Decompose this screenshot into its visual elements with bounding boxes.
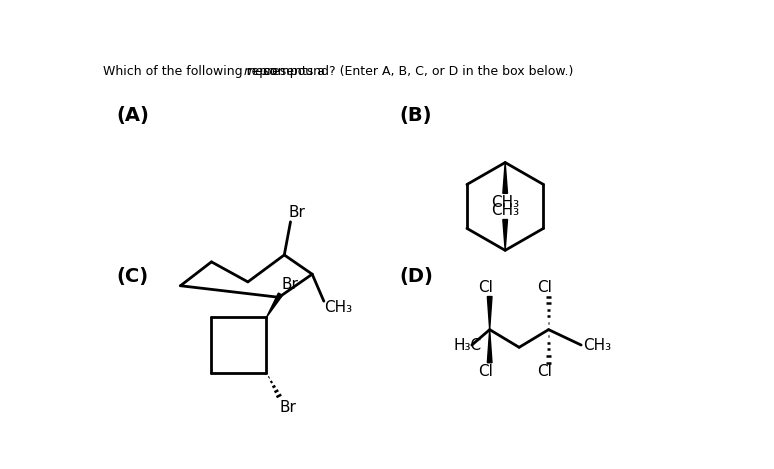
Polygon shape	[488, 330, 492, 363]
Text: Br: Br	[279, 400, 296, 415]
Text: (D): (D)	[399, 267, 433, 286]
Text: H₃C: H₃C	[454, 338, 481, 353]
Text: Cl: Cl	[478, 364, 493, 379]
Text: Cl: Cl	[537, 364, 552, 379]
Text: Br: Br	[281, 277, 298, 292]
Text: Which of the following represents a: Which of the following represents a	[103, 65, 329, 78]
Polygon shape	[266, 293, 283, 318]
Text: CH₃: CH₃	[491, 203, 519, 218]
Text: meso: meso	[244, 65, 278, 78]
Text: compound? (Enter A, B, C, or D in the box below.): compound? (Enter A, B, C, or D in the bo…	[259, 65, 573, 78]
Text: Cl: Cl	[537, 280, 552, 295]
Text: Br: Br	[289, 204, 306, 219]
Polygon shape	[488, 296, 492, 330]
Polygon shape	[503, 163, 508, 193]
Text: CH₃: CH₃	[583, 338, 611, 353]
Text: CH₃: CH₃	[491, 195, 519, 210]
Polygon shape	[503, 219, 508, 250]
Text: (A): (A)	[116, 106, 149, 125]
Text: (B): (B)	[399, 106, 431, 125]
Text: (C): (C)	[116, 267, 149, 286]
Text: Cl: Cl	[478, 280, 493, 295]
Text: CH₃: CH₃	[324, 300, 353, 315]
